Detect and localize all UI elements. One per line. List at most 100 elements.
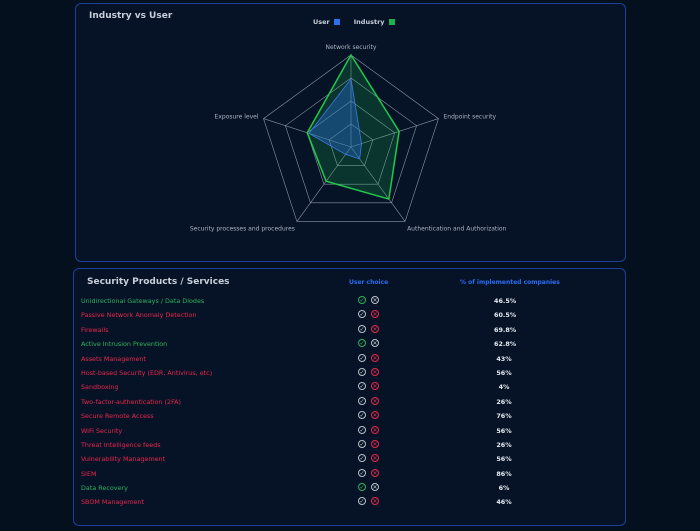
cross-circle-icon[interactable]: ✕ [371, 353, 379, 362]
grid-spoke-3 [350, 146, 406, 222]
product-name: Threat Intelligence feeds [81, 440, 161, 449]
check-circle-icon[interactable]: ✓ [358, 497, 366, 506]
product-name: Vulnerability Management [81, 455, 166, 464]
product-name: Firewalls [81, 325, 109, 334]
product-row: Secure Remote Access ✓ ✕ 76% [74, 409, 625, 423]
radar-panel: Industry vs User User Industry Network s… [75, 3, 626, 262]
product-row: SBOM Management ✓ ✕ 46% [74, 495, 625, 509]
product-name: Two-factor-authentication (2FA) [81, 397, 182, 406]
product-name: Passive Network Anomaly Detection [81, 311, 197, 320]
check-circle-icon[interactable]: ✓ [358, 468, 366, 477]
grid-ring-1 [328, 123, 374, 166]
cross-circle-icon[interactable]: ✕ [371, 396, 379, 405]
radar-axis-labels: Network security Endpoint security Authent… [190, 44, 507, 232]
check-circle-icon[interactable]: ✓ [358, 339, 366, 348]
grid-ring-4 [263, 54, 439, 222]
product-row: Passive Network Anomaly Detection ✓ ✕ 60.5% [74, 308, 625, 322]
implemented-percent: 6% [498, 484, 510, 493]
product-row: Unidirectional Gateways / Data Diodes ✓ ✕ 4… [74, 294, 625, 308]
radar-title: Industry vs User [89, 11, 173, 21]
cross-circle-icon[interactable]: ✕ [371, 468, 379, 477]
check-circle-icon[interactable]: ✓ [358, 324, 366, 333]
product-name: Unidirectional Gateways / Data Diodes [81, 297, 205, 305]
axis-label-2: Endpoint security [443, 114, 496, 121]
implemented-percent: 4% [498, 383, 510, 392]
implemented-percent: 69.8% [494, 325, 517, 334]
product-row: Firewalls ✓ ✕ 69.8% [74, 323, 625, 337]
product-row: WiFi Security ✓ ✕ 56% [74, 424, 625, 438]
product-row: Host-based Security (EDR, Antivirus, etc… [74, 366, 625, 380]
cross-circle-icon[interactable]: ✕ [371, 367, 379, 376]
check-circle-icon[interactable]: ✓ [358, 439, 366, 448]
implemented-percent: 76% [496, 412, 512, 421]
implemented-percent: 86% [496, 469, 512, 478]
product-name: WiFi Security [81, 426, 123, 435]
product-row: Active Intrusion Prevention ✓ ✕ 62.8% [74, 337, 625, 351]
product-row: SIEM ✓ ✕ 86% [74, 467, 625, 481]
col-user-choice: User choice [349, 279, 389, 286]
implemented-percent: 43% [496, 354, 512, 363]
product-name: SIEM [81, 469, 97, 478]
cross-circle-icon[interactable]: ✕ [371, 324, 379, 333]
cross-circle-icon[interactable]: ✕ [371, 425, 379, 434]
product-name: Host-based Security (EDR, Antivirus, etc… [81, 368, 213, 377]
legend-swatch-industry [388, 19, 395, 25]
radar-legend: User Industry [313, 18, 395, 26]
product-row: Threat Intelligence feeds ✓ ✕ 26% [74, 438, 625, 452]
cross-circle-icon[interactable]: ✕ [371, 483, 379, 492]
check-circle-icon[interactable]: ✓ [358, 353, 366, 362]
product-row: Assets Management ✓ ✕ 43% [74, 352, 625, 366]
legend-item-industry[interactable]: Industry [354, 18, 395, 26]
check-circle-icon[interactable]: ✓ [358, 454, 366, 463]
product-name: Sandboxing [81, 383, 119, 392]
radar-chart: Network security Endpoint security Authent… [190, 44, 507, 232]
cross-circle-icon[interactable]: ✕ [371, 296, 379, 304]
product-row: Two-factor-authentication (2FA) ✓ ✕ 26% [74, 395, 625, 409]
axis-label-4: Security processes and procedures [190, 225, 295, 232]
product-name: Data Recovery [81, 484, 128, 493]
check-circle-icon[interactable]: ✓ [358, 296, 366, 304]
cross-circle-icon[interactable]: ✕ [371, 411, 379, 420]
cross-circle-icon[interactable]: ✕ [371, 439, 379, 448]
cross-circle-icon[interactable]: ✕ [371, 454, 379, 463]
implemented-percent: 60.5% [494, 311, 517, 320]
grid-spoke-2 [350, 118, 439, 148]
cross-circle-icon[interactable]: ✕ [371, 310, 379, 319]
implemented-percent: 56% [496, 368, 512, 377]
legend-item-user[interactable]: User [313, 18, 340, 26]
implemented-percent: 26% [496, 440, 512, 449]
implemented-percent: 46% [496, 498, 512, 507]
grid-spoke-4 [296, 146, 352, 222]
legend-label-user: User [313, 18, 330, 26]
legend-swatch-user [333, 19, 340, 25]
check-circle-icon[interactable]: ✓ [358, 367, 366, 376]
implemented-percent: 62.8% [494, 340, 517, 349]
product-name: Assets Management [81, 354, 146, 363]
check-circle-icon[interactable]: ✓ [358, 425, 366, 434]
col-implemented: % of implemented companies [460, 279, 560, 286]
grid-ring-2 [306, 100, 396, 185]
check-circle-icon[interactable]: ✓ [358, 382, 366, 391]
implemented-percent: 56% [496, 426, 512, 435]
axis-label-5: Exposure level [215, 114, 259, 121]
cross-circle-icon[interactable]: ✕ [371, 497, 379, 506]
product-name: SBOM Management [81, 498, 145, 507]
cross-circle-icon[interactable]: ✕ [371, 339, 379, 348]
check-circle-icon[interactable]: ✓ [358, 310, 366, 319]
grid-ring-3 [285, 77, 417, 204]
products-title: Security Products / Services [87, 277, 230, 287]
product-name: Active Intrusion Prevention [81, 340, 168, 349]
cross-circle-icon[interactable]: ✕ [371, 382, 379, 391]
implemented-percent: 26% [496, 397, 512, 406]
check-circle-icon[interactable]: ✓ [358, 483, 366, 492]
axis-label-3: Authentication and Authorization [407, 225, 507, 232]
product-name: Secure Remote Access [81, 412, 154, 421]
check-circle-icon[interactable]: ✓ [358, 396, 366, 405]
check-circle-icon[interactable]: ✓ [358, 411, 366, 420]
axis-label-1: Network security [326, 44, 377, 51]
products-list: Unidirectional Gateways / Data Diodes ✓ ✕ 4… [74, 294, 625, 510]
industry-series [306, 53, 400, 201]
product-row: Data Recovery ✓ ✕ 6% [74, 481, 625, 495]
product-row: Vulnerability Management ✓ ✕ 56% [74, 452, 625, 466]
product-row: Sandboxing ✓ ✕ 4% [74, 380, 625, 394]
